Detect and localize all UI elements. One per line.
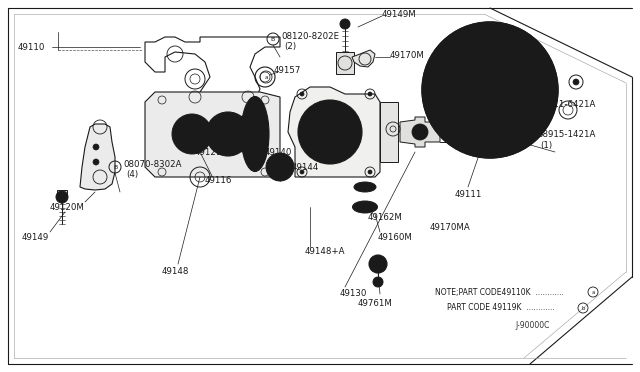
Circle shape (93, 144, 99, 150)
Text: 49148+A: 49148+A (305, 247, 346, 257)
Text: NOTE;PART CODE49110K  ............: NOTE;PART CODE49110K ............ (435, 288, 564, 296)
Text: 49140: 49140 (265, 148, 292, 157)
Text: 49149: 49149 (22, 232, 49, 241)
Circle shape (235, 124, 255, 144)
Text: 49116: 49116 (205, 176, 232, 185)
Polygon shape (80, 124, 115, 190)
Text: 49111: 49111 (455, 189, 483, 199)
Circle shape (465, 65, 515, 115)
Text: (1): (1) (540, 141, 552, 150)
Circle shape (206, 112, 250, 156)
Text: N: N (525, 105, 529, 109)
Text: (2): (2) (284, 42, 296, 51)
Circle shape (187, 129, 197, 139)
Polygon shape (530, 277, 632, 364)
Text: (1): (1) (540, 110, 552, 119)
Text: 49160M: 49160M (378, 232, 413, 241)
Circle shape (369, 255, 387, 273)
Text: b: b (581, 305, 585, 311)
Text: 49170M: 49170M (390, 51, 425, 60)
Bar (57, 190, 67, 197)
Ellipse shape (354, 182, 376, 192)
Circle shape (318, 120, 342, 144)
Circle shape (325, 127, 335, 137)
Circle shape (180, 122, 204, 146)
Text: 49130: 49130 (340, 289, 367, 298)
Text: 49121: 49121 (195, 148, 222, 157)
Circle shape (93, 159, 99, 165)
Text: PART CODE 49119K  ............: PART CODE 49119K ............ (447, 304, 555, 312)
Circle shape (241, 130, 249, 138)
Circle shape (412, 124, 428, 140)
Text: 49110: 49110 (18, 42, 45, 51)
Circle shape (308, 110, 352, 154)
Text: J-90000C: J-90000C (515, 321, 549, 330)
Polygon shape (490, 8, 632, 77)
Circle shape (225, 119, 230, 124)
Circle shape (573, 79, 579, 85)
Text: 49144: 49144 (292, 163, 319, 171)
Circle shape (212, 131, 218, 137)
Circle shape (373, 277, 383, 287)
Text: 49157: 49157 (274, 65, 301, 74)
Circle shape (368, 92, 372, 96)
Circle shape (300, 170, 304, 174)
Polygon shape (145, 92, 280, 177)
Circle shape (56, 191, 68, 203)
Circle shape (340, 19, 350, 29)
Text: 49761M: 49761M (358, 299, 393, 308)
Polygon shape (400, 117, 440, 147)
Circle shape (227, 116, 263, 152)
Text: M: M (524, 135, 530, 140)
Polygon shape (288, 87, 380, 177)
Text: B: B (113, 164, 117, 170)
Circle shape (239, 131, 243, 137)
Circle shape (225, 144, 230, 150)
Text: 08911-6421A: 08911-6421A (537, 99, 595, 109)
Text: 49149M: 49149M (382, 10, 417, 19)
Circle shape (300, 92, 304, 96)
Polygon shape (172, 110, 215, 154)
Text: 08120-8202E: 08120-8202E (281, 32, 339, 41)
Text: 49148: 49148 (162, 267, 189, 276)
Circle shape (298, 100, 362, 164)
Text: a: a (591, 289, 595, 295)
Circle shape (172, 114, 212, 154)
Text: 49120M: 49120M (50, 202, 85, 212)
Text: 08915-1421A: 08915-1421A (537, 129, 595, 138)
Text: 49162M: 49162M (368, 212, 403, 221)
Text: B: B (271, 36, 275, 42)
Text: a: a (264, 74, 268, 80)
Circle shape (368, 170, 372, 174)
Circle shape (422, 22, 558, 158)
Circle shape (276, 163, 284, 171)
Text: (4): (4) (126, 170, 138, 179)
Polygon shape (352, 50, 375, 67)
Bar (336, 52, 354, 74)
Bar (380, 102, 398, 162)
Circle shape (266, 153, 294, 181)
Circle shape (480, 80, 500, 100)
Text: 49148: 49148 (240, 118, 268, 126)
Text: 49170MA: 49170MA (430, 222, 471, 231)
Ellipse shape (241, 96, 269, 171)
Ellipse shape (353, 201, 378, 213)
Text: 08070-8302A: 08070-8302A (123, 160, 182, 169)
